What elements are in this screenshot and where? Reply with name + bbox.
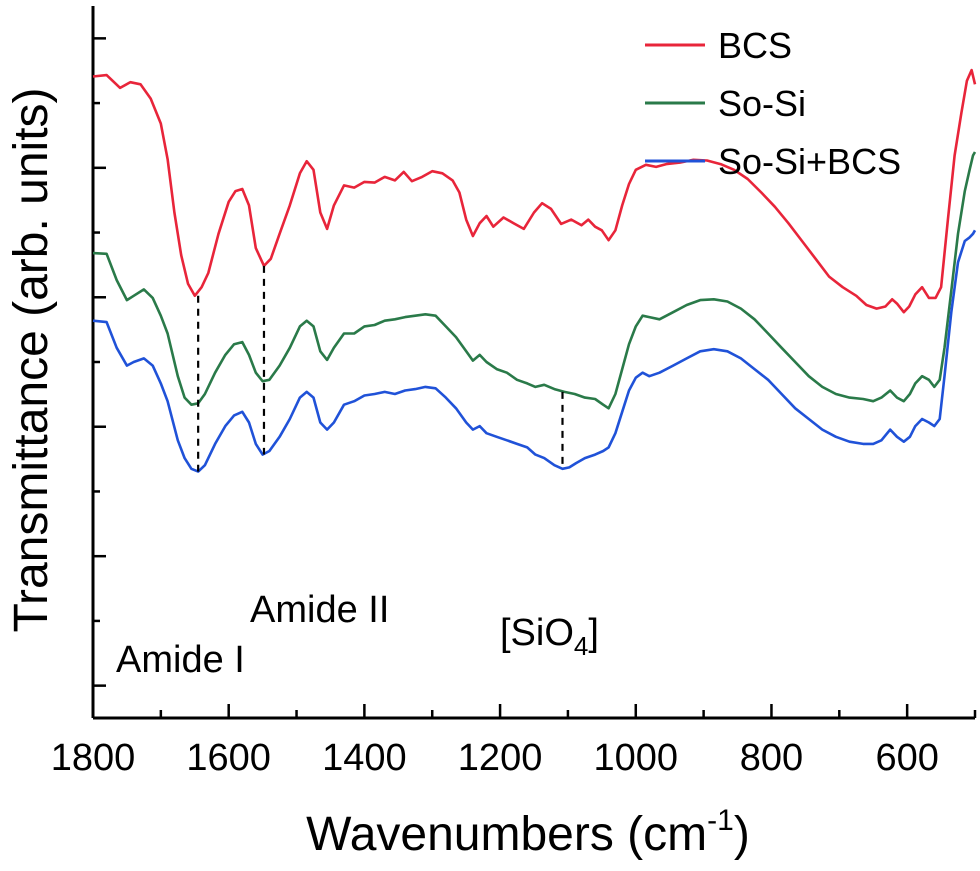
x-tick-label-1400: 1400 bbox=[322, 737, 407, 779]
annotation-sio4-text: [SiO bbox=[500, 612, 574, 654]
peak-markers bbox=[197, 265, 564, 472]
legend: BCS So-Si So-Si+BCS bbox=[645, 25, 901, 182]
x-axis-title-text: Wavenumbers (cm bbox=[306, 808, 707, 861]
x-axis-title: Wavenumbers (cm-1) bbox=[306, 804, 750, 861]
legend-label-so-si: So-Si bbox=[718, 83, 806, 124]
x-tick-label-1600: 1600 bbox=[186, 737, 271, 779]
series-line-bcs bbox=[92, 68, 977, 314]
x-tick-label-1000: 1000 bbox=[593, 737, 678, 779]
x-tick-label-1200: 1200 bbox=[458, 737, 543, 779]
series-line-so-si-bcs bbox=[92, 229, 977, 473]
x-axis-title-close: ) bbox=[734, 808, 750, 861]
y-axis-title: Transmittance (arb. units) bbox=[5, 87, 58, 632]
x-tick-label-1800: 1800 bbox=[51, 737, 136, 779]
legend-label-bcs: BCS bbox=[718, 25, 792, 66]
y-ticks bbox=[93, 37, 106, 687]
annotation-sio4-sub: 4 bbox=[574, 631, 588, 661]
x-tick-labels: 1800 1600 1400 1200 1000 800 600 bbox=[51, 737, 939, 779]
x-tick-label-600: 600 bbox=[875, 737, 938, 779]
series-line-so-si bbox=[92, 151, 977, 410]
x-tick-label-800: 800 bbox=[740, 737, 803, 779]
series-lines bbox=[92, 68, 977, 473]
x-ticks bbox=[91, 704, 977, 718]
annotation-amide-i: Amide I bbox=[116, 639, 245, 681]
annotation-amide-ii: Amide II bbox=[250, 589, 389, 631]
annotation-sio4-close: ] bbox=[588, 612, 599, 654]
legend-label-so-si-bcs: So-Si+BCS bbox=[718, 141, 901, 182]
annotation-sio4: [SiO4] bbox=[500, 612, 599, 661]
x-axis-title-sup: -1 bbox=[707, 804, 734, 837]
